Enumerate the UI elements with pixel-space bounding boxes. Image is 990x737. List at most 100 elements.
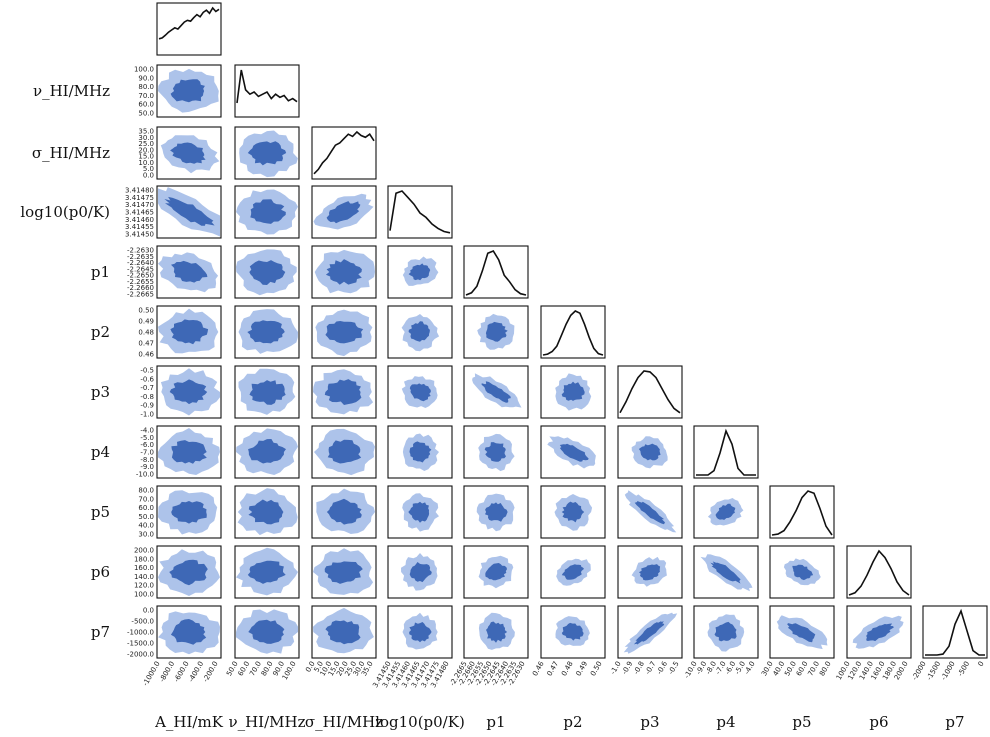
panel-frame-p2-p2 xyxy=(540,305,606,359)
contour-inner-p5-p7 xyxy=(787,623,816,643)
y-tick-label-p1: -2.2630 xyxy=(127,247,154,255)
contour-inner-p1-p2 xyxy=(485,321,508,342)
y-tick-label-p2: 0.48 xyxy=(138,329,154,337)
y-tick-label-p4: -4.0 xyxy=(140,427,154,435)
panel-frame-p1-p6 xyxy=(463,545,529,599)
y-tick-label-p1: -2.2660 xyxy=(127,284,154,292)
panel-frame-nu-p1 xyxy=(234,245,300,299)
y-tick-label-p7: -500.0 xyxy=(131,618,154,626)
y-tick-label-p7: -1500.0 xyxy=(127,640,154,648)
x-tick-label-p3: -0.5 xyxy=(667,660,681,676)
panel-frame-p3-p6 xyxy=(617,545,683,599)
posterior-1d-nu xyxy=(236,69,298,104)
row-label-sigma: σ_HI/MHz xyxy=(32,144,110,162)
y-tick-label-nu: 60.0 xyxy=(138,101,154,109)
contour-inner-A-p3 xyxy=(169,379,208,405)
posterior-1d-p5 xyxy=(771,490,833,536)
contour-inner-sigma-p3 xyxy=(324,379,362,405)
col-label-sigma: σ_HI/MHz xyxy=(305,713,383,731)
x-tick-label-p2: 0.48 xyxy=(560,660,575,678)
contour-inner-p4-p6 xyxy=(710,561,741,584)
contour-inner-p2-p6 xyxy=(561,564,584,580)
contour-inner-A-p4 xyxy=(171,440,207,464)
y-tick-label-p6: 200.0 xyxy=(134,547,154,555)
contour-inner-p1-p4 xyxy=(484,442,506,462)
y-tick-label-p5: 30.0 xyxy=(138,531,154,539)
contour-inner-p0-p5 xyxy=(408,501,430,523)
panel-frame-sigma-p7 xyxy=(311,605,377,659)
y-tick-label-p5: 80.0 xyxy=(138,487,154,495)
panel-frame-p2-p3 xyxy=(540,365,606,419)
panel-frame-sigma-p4 xyxy=(311,425,377,479)
y-tick-label-p0: 3.41460 xyxy=(125,216,154,224)
y-tick-label-sigma: 25.0 xyxy=(138,140,154,148)
panel-frame-p0-p4 xyxy=(387,425,453,479)
panel-frame-sigma-p5 xyxy=(311,485,377,539)
y-tick-label-p3: -1.0 xyxy=(140,411,154,419)
panel-frame-sigma-sigma xyxy=(311,126,377,180)
contour-inner-A-nu xyxy=(170,79,205,103)
panel-frame-p2-p7 xyxy=(540,605,606,659)
y-tick-label-p5: 60.0 xyxy=(138,504,154,512)
x-tick-label-p3: -0.7 xyxy=(644,660,658,676)
posterior-1d-p2 xyxy=(542,310,604,356)
y-tick-label-sigma: 30.0 xyxy=(138,134,154,142)
contour-inner-sigma-p1 xyxy=(325,259,362,285)
y-tick-label-p2: 0.50 xyxy=(138,307,154,315)
panel-frame-A-p5 xyxy=(156,485,222,539)
panel-frame-nu-p4 xyxy=(234,425,300,479)
y-tick-label-p3: -0.7 xyxy=(140,384,154,392)
panel-frame-p1-p5 xyxy=(463,485,529,539)
contour-inner-p1-p5 xyxy=(485,502,508,522)
panel-frame-p1-p7 xyxy=(463,605,529,659)
y-tick-label-p7: -1000.0 xyxy=(127,629,154,637)
x-tick-label-p2: 0.49 xyxy=(575,660,590,678)
x-tick-label-p3: -1.0 xyxy=(609,660,623,676)
posterior-1d-p3 xyxy=(619,370,681,414)
row-label-p7: p7 xyxy=(91,623,110,641)
col-label-p2: p2 xyxy=(563,713,582,731)
panel-frame-A-p1 xyxy=(156,245,222,299)
contour-inner-p4-p7 xyxy=(714,621,737,642)
y-tick-label-nu: 80.0 xyxy=(138,83,154,91)
y-tick-label-p4: -9.0 xyxy=(140,463,154,471)
x-tick-label-p5: 80.0 xyxy=(818,660,833,678)
contour-inner-p1-p6 xyxy=(485,563,507,581)
row-label-p1: p1 xyxy=(91,263,110,281)
panel-frame-p1-p3 xyxy=(463,365,529,419)
contour-inner-p2-p5 xyxy=(561,501,585,523)
y-tick-label-p1: -2.2665 xyxy=(127,291,154,299)
panel-frame-A-p4 xyxy=(156,425,222,479)
panel-frame-sigma-p3 xyxy=(311,365,377,419)
col-label-p1: p1 xyxy=(486,713,505,731)
contour-inner-p2-p3 xyxy=(561,381,585,401)
contour-inner-nu-p0 xyxy=(250,199,286,224)
row-label-p6: p6 xyxy=(91,563,110,581)
contour-inner-A-p0 xyxy=(164,196,215,226)
row-label-p2: p2 xyxy=(91,323,110,341)
panel-frame-sigma-p0 xyxy=(311,185,377,239)
y-tick-label-p3: -0.9 xyxy=(140,402,154,410)
panel-frame-nu-p0 xyxy=(234,185,300,239)
contour-inner-A-sigma xyxy=(170,142,206,164)
panel-frame-p3-p3 xyxy=(617,365,683,419)
posterior-1d-sigma xyxy=(313,130,375,175)
panel-frame-p4-p7 xyxy=(693,605,759,659)
y-tick-label-p0: 3.41455 xyxy=(125,223,154,231)
contour-inner-p3-p6 xyxy=(639,564,661,581)
panel-frame-p1-p2 xyxy=(463,305,529,359)
x-tick-label-p3: -0.9 xyxy=(621,660,635,676)
contour-inner-p3-p5 xyxy=(634,501,665,525)
panel-frame-A-nu xyxy=(156,64,222,118)
contour-inner-p0-p6 xyxy=(409,562,432,583)
panel-frame-nu-sigma xyxy=(234,126,300,180)
x-tick-label-p2: 0.46 xyxy=(531,660,546,678)
contour-inner-p0-p1 xyxy=(408,263,431,281)
y-tick-label-sigma: 35.0 xyxy=(138,128,154,136)
y-tick-label-p4: -7.0 xyxy=(140,449,154,457)
col-label-A: A_HI/mK xyxy=(154,713,224,731)
row-label-p5: p5 xyxy=(91,503,110,521)
y-tick-label-p4: -5.0 xyxy=(140,434,154,442)
y-tick-label-p6: 100.0 xyxy=(134,591,154,599)
